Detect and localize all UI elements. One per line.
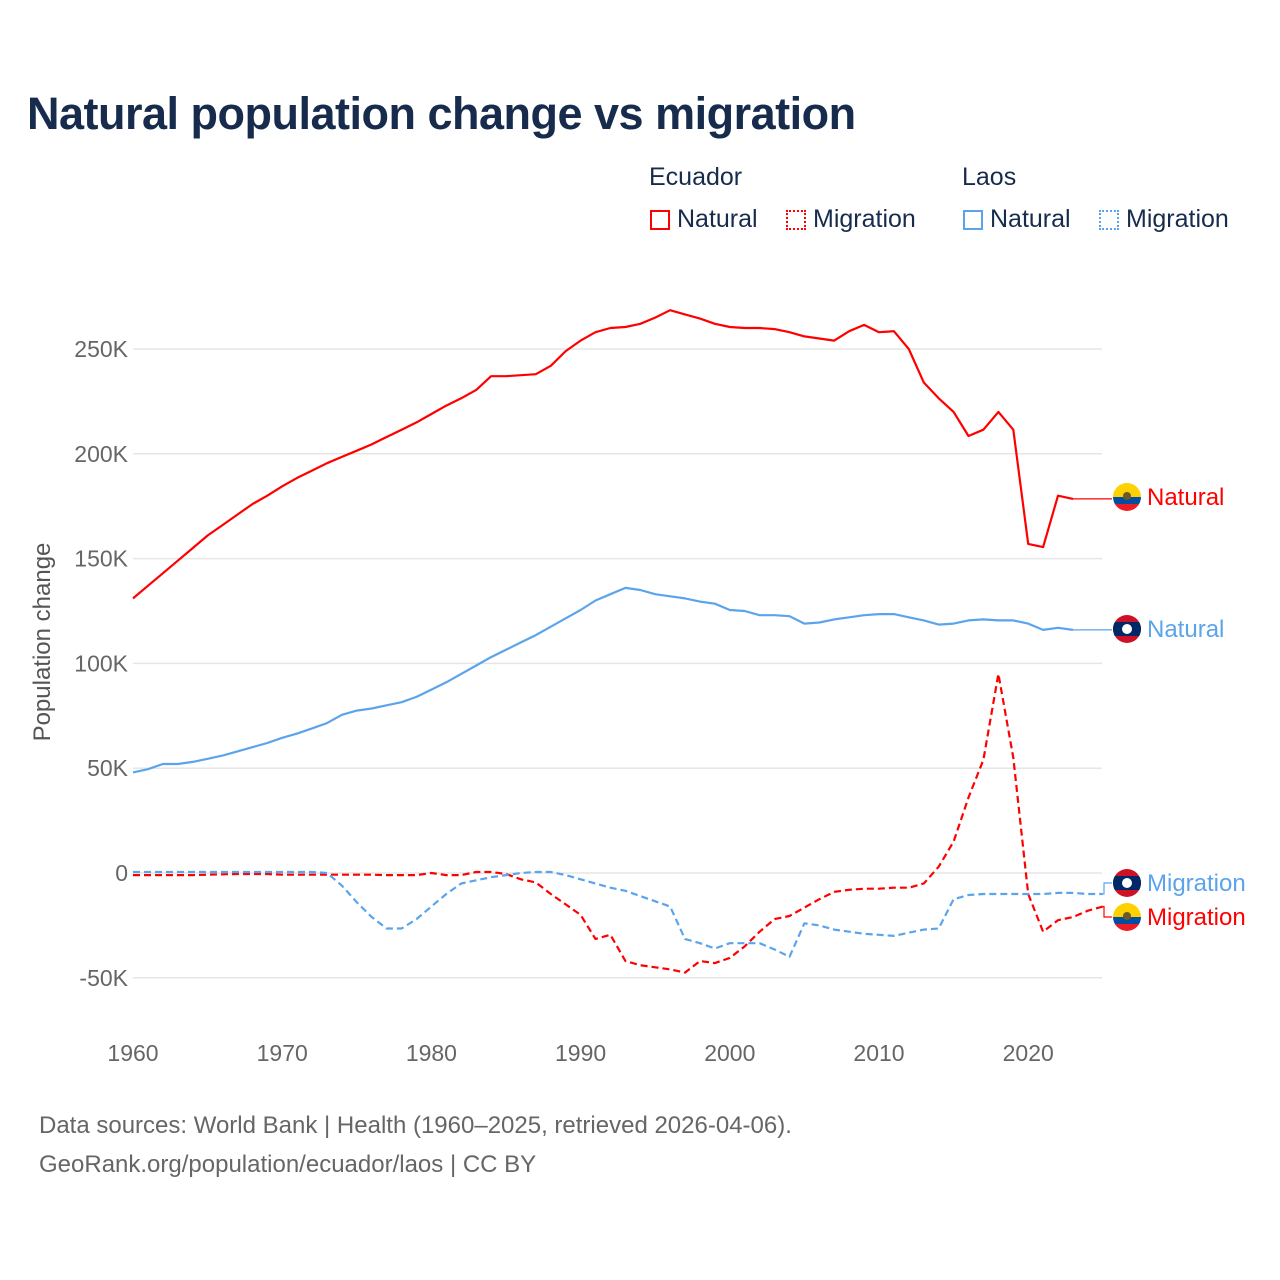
series-end-label: Migration bbox=[1147, 904, 1246, 931]
x-tick-label: 2000 bbox=[704, 1040, 755, 1066]
ecuador-flag-icon bbox=[1113, 903, 1141, 931]
x-tick-label: 2020 bbox=[1003, 1040, 1054, 1066]
series-line-ecuador-natural[interactable] bbox=[132, 309, 1074, 600]
legend-swatch-dotted bbox=[786, 209, 806, 230]
series-line-ecuador-migration[interactable] bbox=[133, 672, 1104, 974]
footer: Data sources: World Bank | Health (1960–… bbox=[39, 1106, 792, 1184]
legend-ecuador-natural[interactable]: Natural bbox=[650, 205, 758, 234]
y-tick-label: 0 bbox=[115, 860, 128, 886]
data-source-note: Data sources: World Bank | Health (1960–… bbox=[39, 1112, 792, 1139]
series-end-label: Migration bbox=[1147, 870, 1246, 897]
ecuador-flag-icon bbox=[1113, 483, 1141, 511]
y-axis-label: Population change bbox=[29, 543, 56, 742]
legend-group-laos: Laos bbox=[962, 163, 1017, 191]
legend-label: Natural bbox=[677, 205, 758, 233]
series-line-laos-natural[interactable] bbox=[132, 586, 1074, 774]
legend-label: Natural bbox=[990, 205, 1071, 233]
legend-group-ecuador: Ecuador bbox=[649, 163, 743, 191]
laos-flag-icon bbox=[1113, 869, 1141, 897]
y-tick-label: 250K bbox=[74, 336, 128, 362]
legend-swatch-solid bbox=[963, 209, 983, 230]
legend-swatch-dotted bbox=[1099, 209, 1119, 230]
y-tick-label: 150K bbox=[74, 546, 128, 572]
legend-label: Migration bbox=[813, 205, 916, 233]
legend-label: Migration bbox=[1126, 205, 1229, 233]
series-line-laos-migration[interactable] bbox=[133, 870, 1103, 958]
x-tick-label: 1960 bbox=[107, 1040, 158, 1066]
end-label-connector bbox=[1102, 905, 1112, 918]
x-tick-label: 1970 bbox=[257, 1040, 308, 1066]
legend-laos-migration[interactable]: Migration bbox=[1099, 205, 1229, 234]
legend-ecuador-migration[interactable]: Migration bbox=[786, 205, 916, 234]
y-tick-label: 100K bbox=[74, 650, 128, 676]
chart-title: Natural population change vs migration bbox=[27, 88, 856, 139]
series-end-label: Natural bbox=[1147, 616, 1224, 643]
y-tick-label: 50K bbox=[87, 755, 129, 781]
x-tick-label: 2010 bbox=[853, 1040, 904, 1066]
x-tick-label: 1990 bbox=[555, 1040, 606, 1066]
legend-swatch-solid bbox=[650, 209, 670, 230]
y-tick-label: -50K bbox=[79, 965, 128, 991]
legend-laos-natural[interactable]: Natural bbox=[963, 205, 1071, 234]
y-tick-label: 200K bbox=[74, 441, 128, 467]
end-label-connector bbox=[1102, 882, 1112, 895]
x-tick-label: 1980 bbox=[406, 1040, 457, 1066]
attribution-link[interactable]: GeoRank.org/population/ecuador/laos | CC… bbox=[39, 1151, 537, 1178]
series-end-label: Natural bbox=[1147, 484, 1224, 511]
laos-flag-icon bbox=[1113, 615, 1141, 643]
